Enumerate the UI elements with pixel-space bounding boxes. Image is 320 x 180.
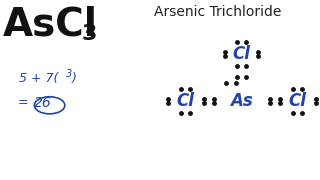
Text: ): ) [72, 72, 77, 85]
Text: Cl: Cl [233, 45, 251, 63]
Text: As: As [230, 92, 253, 110]
Text: Cl: Cl [289, 92, 307, 110]
Text: 3: 3 [66, 69, 72, 79]
Text: AsCl: AsCl [3, 5, 98, 43]
Text: 26: 26 [34, 96, 51, 110]
Text: Arsenic Trichloride: Arsenic Trichloride [154, 5, 281, 19]
Text: Cl: Cl [177, 92, 195, 110]
Text: =: = [18, 96, 28, 109]
Text: 3: 3 [82, 24, 97, 44]
Text: 5 + 7(: 5 + 7( [19, 72, 59, 85]
